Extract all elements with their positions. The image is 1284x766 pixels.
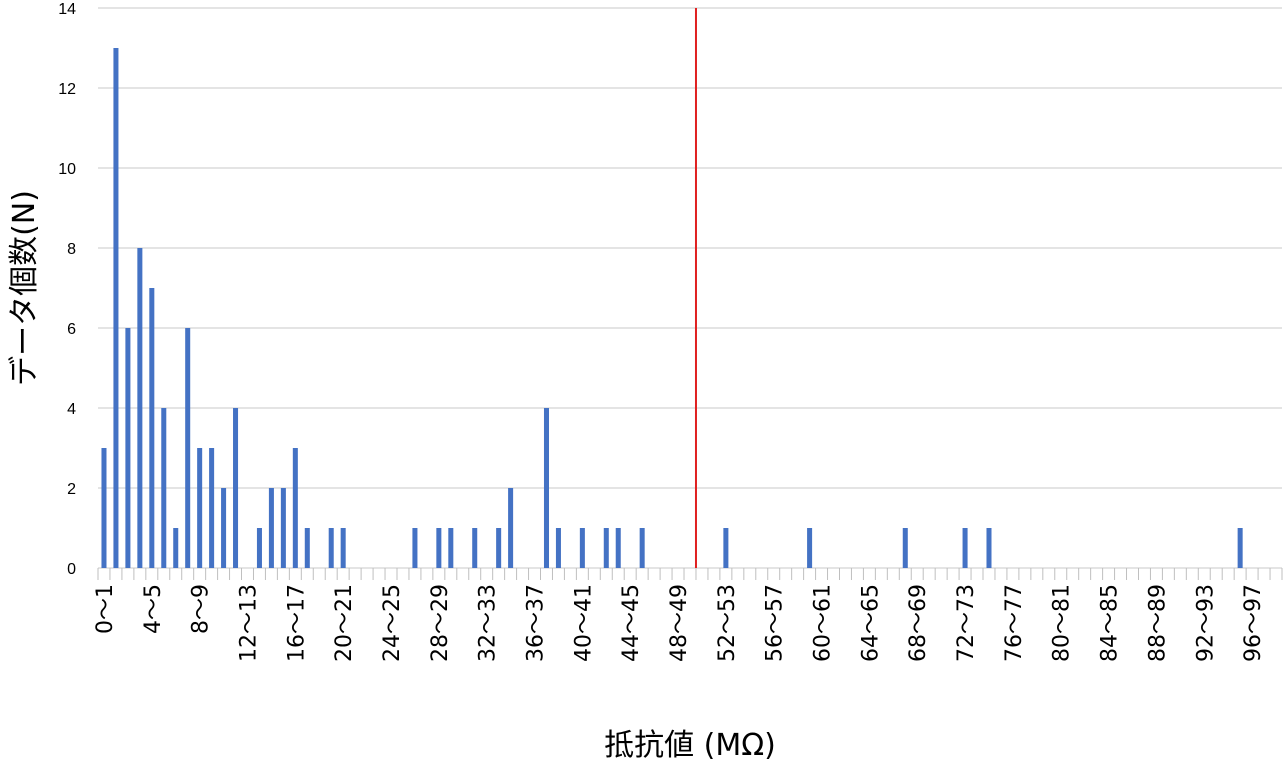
bar-0〜1 <box>101 448 107 568</box>
bar-9〜10 <box>209 448 215 568</box>
x-tick-label: 60〜61 <box>811 584 836 662</box>
x-tick-label: 28〜29 <box>428 584 453 662</box>
y-tick-label: 8 <box>67 241 76 258</box>
x-tick-label: 4〜5 <box>141 584 166 634</box>
x-tick-label: 20〜21 <box>332 584 357 662</box>
x-tick-label: 44〜45 <box>619 584 644 662</box>
y-axis-title: データ個数(N) <box>7 190 42 386</box>
bar-15〜16 <box>280 488 286 568</box>
bar-13〜14 <box>256 528 262 568</box>
bar-10〜11 <box>221 488 227 568</box>
bar-26〜27 <box>412 528 418 568</box>
x-tick-label: 56〜57 <box>763 584 788 662</box>
bar-31〜32 <box>472 528 478 568</box>
bar-14〜15 <box>268 488 274 568</box>
bar-34〜35 <box>508 488 514 568</box>
grid-layer <box>98 7 1282 569</box>
bar-45〜46 <box>639 528 645 568</box>
bar-7〜8 <box>185 328 191 568</box>
y-tick-label: 2 <box>67 481 76 498</box>
bar-1〜2 <box>113 48 119 568</box>
x-tick-label: 88〜89 <box>1145 584 1170 662</box>
x-tick-label: 40〜41 <box>571 584 596 662</box>
bar-4〜5 <box>149 288 155 568</box>
x-tick-label: 80〜81 <box>1050 584 1075 662</box>
bar-43〜44 <box>615 528 621 568</box>
y-tick-label: 10 <box>58 161 76 178</box>
bar-37〜38 <box>543 408 549 568</box>
bar-5〜6 <box>161 408 167 568</box>
bar-29〜30 <box>448 528 454 568</box>
x-tick-label: 8〜9 <box>189 584 214 634</box>
x-tick-label: 36〜37 <box>524 584 549 662</box>
bar-8〜9 <box>197 448 203 568</box>
bar-11〜12 <box>233 408 239 568</box>
bar-20〜21 <box>340 528 346 568</box>
bar-74〜75 <box>986 528 992 568</box>
x-tick-label: 0〜1 <box>93 584 118 634</box>
x-tick-label: 68〜69 <box>906 584 931 662</box>
y-tick-label: 4 <box>67 401 76 418</box>
bar-16〜17 <box>292 448 298 568</box>
bar-67〜68 <box>902 528 908 568</box>
y-tick-label: 14 <box>58 1 76 18</box>
x-tick-label: 64〜65 <box>858 584 883 662</box>
y-axis: 0 2 4 6 8 10 12 14 <box>58 1 76 578</box>
x-tick-label: 96〜97 <box>1241 584 1266 662</box>
bar-52〜53 <box>723 528 729 568</box>
bar-59〜60 <box>807 528 813 568</box>
x-tick-label: 16〜17 <box>284 584 309 662</box>
bar-38〜39 <box>555 528 561 568</box>
bar-3〜4 <box>137 248 143 568</box>
y-tick-label: 6 <box>67 321 76 338</box>
x-tick-label: 84〜85 <box>1098 584 1123 662</box>
bar-72〜73 <box>962 528 968 568</box>
x-tick-label: 72〜73 <box>954 584 979 662</box>
x-tick-label: 76〜77 <box>1002 584 1027 662</box>
bar-28〜29 <box>436 528 442 568</box>
bar-6〜7 <box>173 528 179 568</box>
x-tick-label: 92〜93 <box>1193 584 1218 662</box>
x-tick-label: 52〜53 <box>715 584 740 662</box>
x-tick-label: 24〜25 <box>380 584 405 662</box>
bar-33〜34 <box>496 528 502 568</box>
x-tick-label: 48〜49 <box>667 584 692 662</box>
x-axis-title: 抵抗値 (MΩ) <box>604 728 776 763</box>
y-tick-label: 0 <box>67 561 76 578</box>
x-tick-label: 12〜13 <box>236 584 261 662</box>
bar-2〜3 <box>125 328 131 568</box>
x-tick-label: 32〜33 <box>476 584 501 662</box>
bar-17〜18 <box>304 528 310 568</box>
bar-19〜20 <box>328 528 334 568</box>
y-tick-label: 12 <box>58 81 76 98</box>
bar-40〜41 <box>579 528 585 568</box>
bar-42〜43 <box>603 528 609 568</box>
bars-layer <box>101 48 1243 568</box>
x-axis: 0〜1 4〜5 8〜9 12〜13 16〜17 20〜21 24〜25 28〜29 32〜33 3… <box>93 568 1283 662</box>
bar-95〜96 <box>1237 528 1243 568</box>
